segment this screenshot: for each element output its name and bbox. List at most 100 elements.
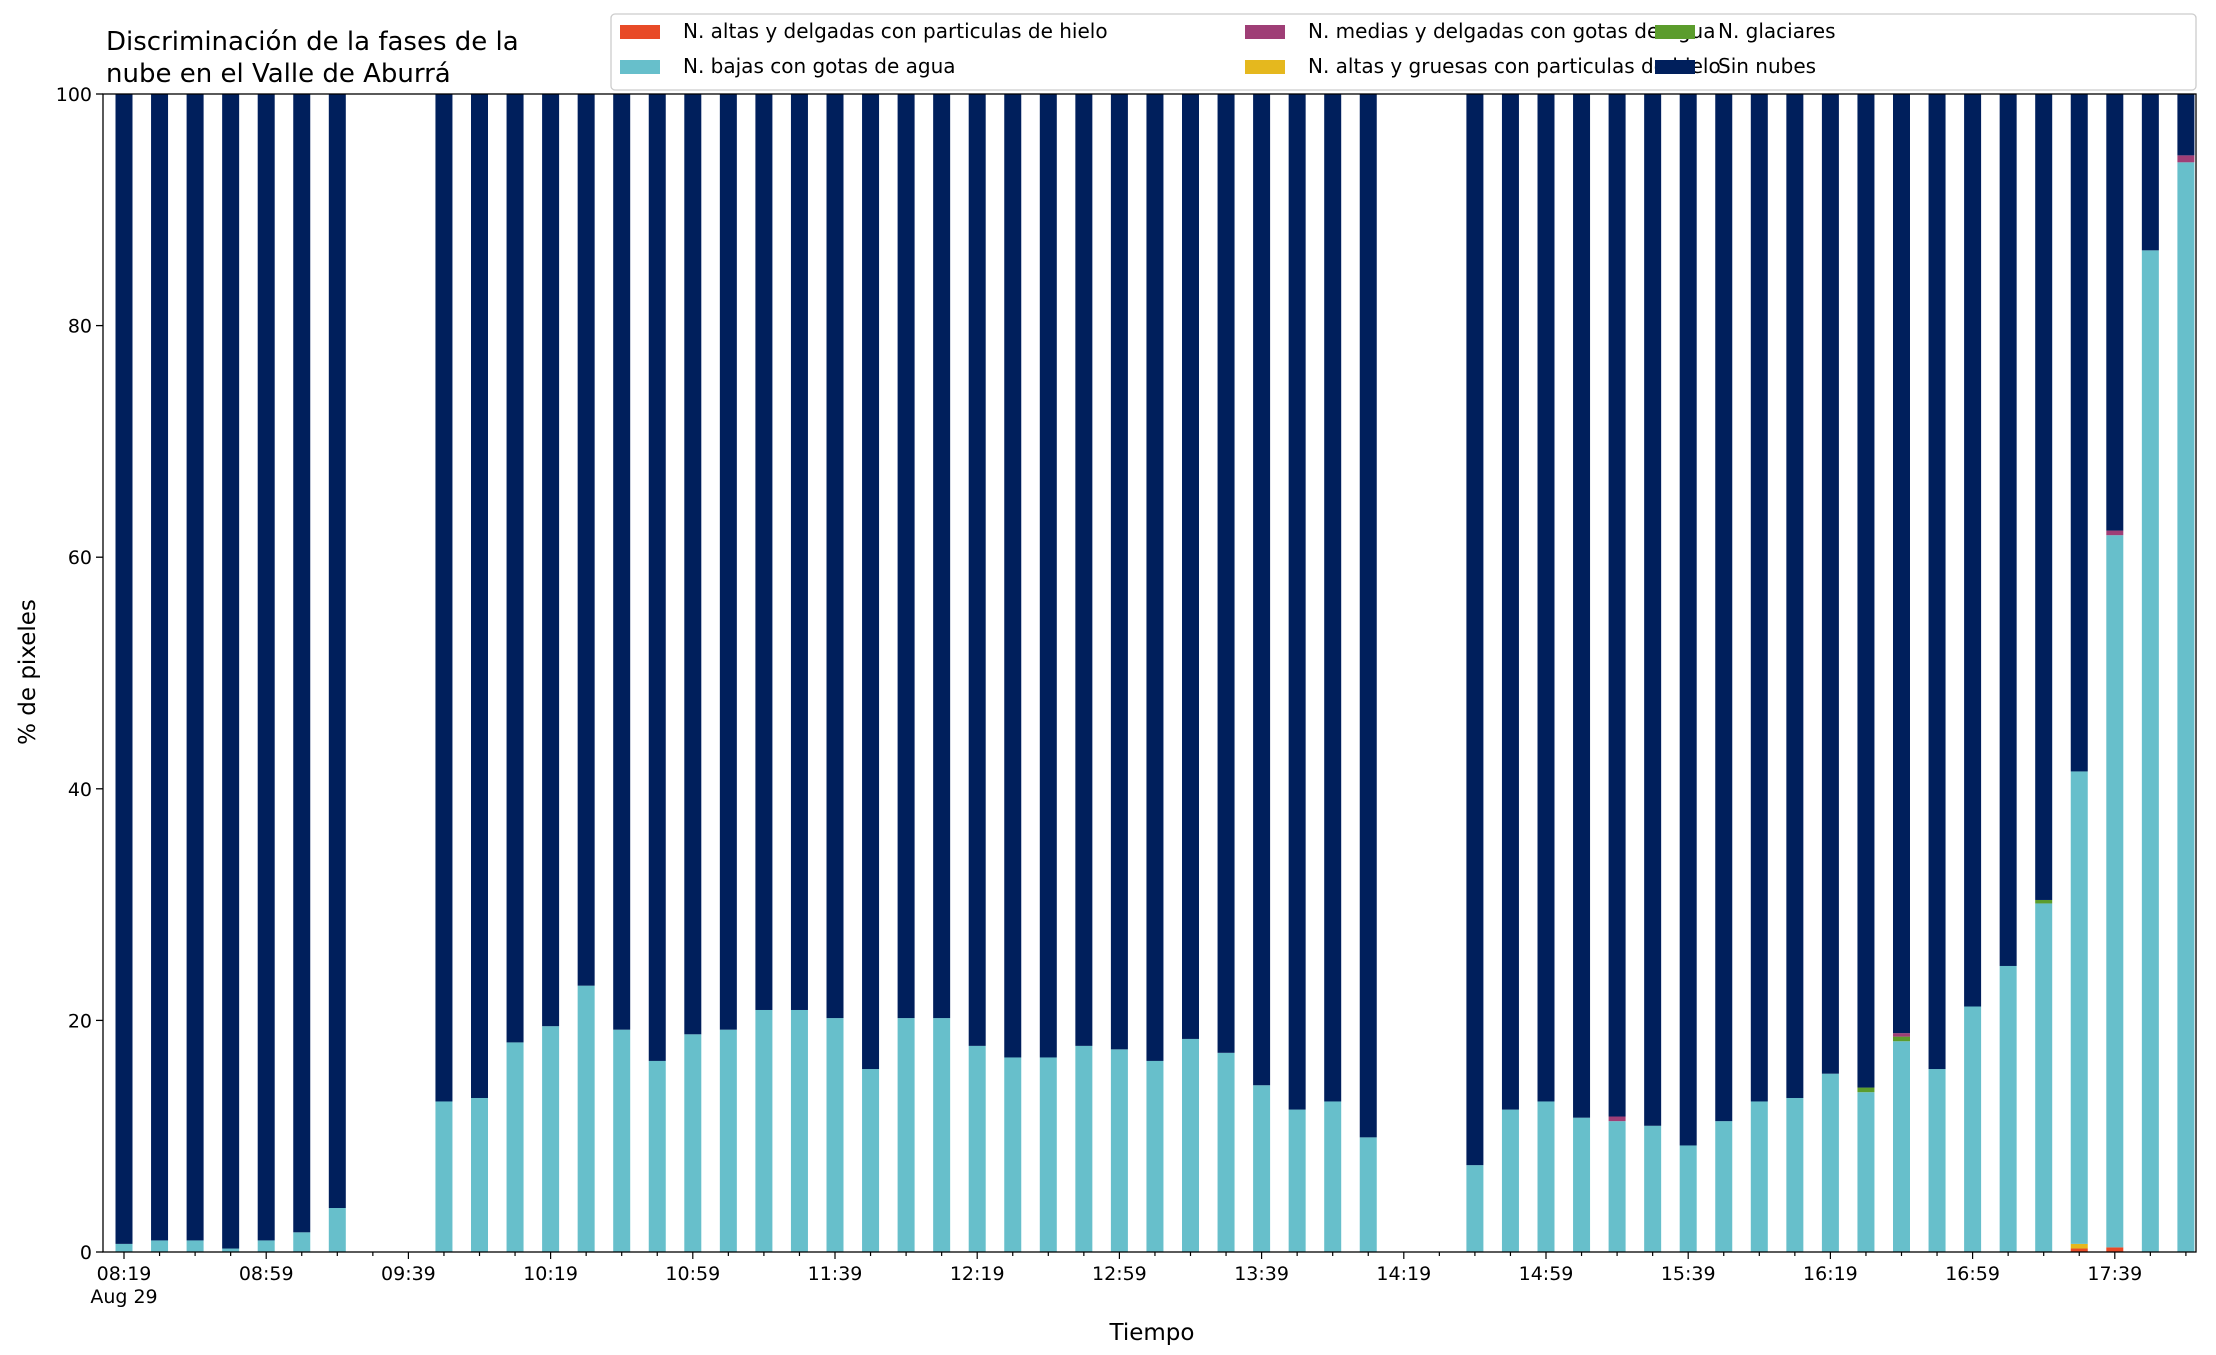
- x-tick-label-2: 09:39: [381, 1263, 436, 1285]
- bar-segment-4-series-5: [257, 94, 275, 1241]
- bar-segment-33-series-5: [1288, 94, 1306, 1110]
- bar-segment-11-series-5: [506, 94, 524, 1043]
- bar-segment-31-series-2: [1217, 1052, 1235, 1252]
- axes: 0 20 40 60 80 100 08:19 08:59 09:39 10:19 10:59 11:…: [56, 84, 2197, 1308]
- bar-segment-43-series-5: [1644, 94, 1662, 1126]
- bar-segment-51-series-5: [1928, 94, 1946, 1070]
- x-tick-label-10: 14:59: [1519, 1263, 1574, 1285]
- bar-segment-22-series-5: [897, 94, 915, 1019]
- bar-segment-10-series-2: [471, 1097, 488, 1252]
- bar-segment-35-series-2: [1359, 1137, 1377, 1252]
- bar-segment-27-series-2: [1075, 1045, 1093, 1252]
- bar-segment-5-series-5: [293, 94, 311, 1233]
- bar-segment-39-series-5: [1501, 94, 1519, 1110]
- y-tick-label-0: 0: [80, 1242, 92, 1264]
- y-tick-label-5: 100: [56, 84, 92, 106]
- bar-segment-19-series-2: [790, 1009, 808, 1252]
- bar-segment-18-series-2: [755, 1009, 773, 1252]
- bar-segment-44-series-2: [1679, 1145, 1697, 1252]
- bar-segment-50-series-5: [1893, 94, 1910, 1034]
- bar-segment-2-series-5: [186, 94, 204, 1241]
- bar-segment-14-series-2: [613, 1029, 631, 1252]
- bar-segment-53-series-2: [1999, 965, 2017, 1252]
- legend-swatch-0: [620, 25, 660, 39]
- bar-segment-17-series-2: [719, 1029, 737, 1252]
- bar-segment-40-series-5: [1537, 94, 1555, 1102]
- legend-label-4: N. medias y delgadas con gotas de agua: [1308, 19, 1716, 43]
- bar-segment-20-series-5: [826, 94, 844, 1019]
- bar-segment-5-series-2: [293, 1232, 311, 1252]
- bar-segment-19-series-5: [790, 94, 808, 1010]
- bar-segment-10-series-5: [471, 94, 488, 1098]
- legend-swatch-5: [1655, 60, 1695, 74]
- bar-segment-27-series-5: [1075, 94, 1093, 1046]
- legend-label-3: N. glaciares: [1718, 19, 1836, 43]
- bar-segment-25-series-2: [1004, 1057, 1022, 1252]
- x-tick-label-4: 10:59: [665, 1263, 720, 1285]
- bar-segment-54-series-5: [2035, 94, 2053, 900]
- y-tick-label-2: 40: [68, 779, 92, 801]
- bar-segment-3-series-5: [222, 94, 240, 1249]
- x-tick-label-9: 14:19: [1376, 1263, 1431, 1285]
- legend-swatch-4: [1245, 25, 1285, 39]
- bar-segment-15-series-2: [648, 1060, 666, 1252]
- bars: [115, 94, 2195, 1252]
- bar-segment-21-series-2: [862, 1069, 880, 1252]
- bar-segment-46-series-2: [1750, 1101, 1768, 1252]
- bar-segment-30-series-2: [1182, 1038, 1199, 1252]
- x-axis-label: Tiempo: [1109, 1320, 1195, 1346]
- bar-segment-49-series-3: [1857, 1087, 1875, 1093]
- x-tick-label-14: 17:39: [2087, 1263, 2142, 1285]
- bar-segment-23-series-5: [933, 94, 951, 1019]
- x-tick-label-7: 12:59: [1092, 1263, 1147, 1285]
- bar-segment-20-series-2: [826, 1018, 844, 1252]
- bar-segment-56-series-5: [2106, 94, 2124, 531]
- bar-segment-3-series-2: [222, 1248, 240, 1252]
- bar-segment-47-series-2: [1786, 1097, 1804, 1252]
- bar-segment-54-series-2: [2035, 903, 2053, 1252]
- bar-segment-45-series-2: [1715, 1121, 1733, 1252]
- bar-segment-45-series-5: [1715, 94, 1733, 1122]
- chart-title-line-1: Discriminación de la fases de la: [106, 27, 519, 57]
- x-tick-label-12: 16:19: [1803, 1263, 1858, 1285]
- bar-segment-9-series-5: [435, 94, 453, 1102]
- x-tick-label-11: 15:39: [1661, 1263, 1716, 1285]
- bar-segment-58-series-4: [2177, 155, 2195, 163]
- bar-segment-58-series-2: [2177, 162, 2195, 1252]
- bar-segment-15-series-5: [648, 94, 666, 1061]
- bar-segment-42-series-2: [1608, 1121, 1626, 1252]
- bar-segment-44-series-5: [1679, 94, 1697, 1146]
- chart-title-line-2: nube en el Valle de Aburrá: [106, 59, 451, 89]
- bar-segment-50-series-3: [1893, 1036, 1910, 1042]
- bar-segment-43-series-2: [1644, 1125, 1662, 1252]
- bar-segment-49-series-2: [1857, 1092, 1875, 1252]
- bar-segment-41-series-5: [1573, 94, 1591, 1118]
- bar-segment-25-series-5: [1004, 94, 1022, 1058]
- bar-segment-21-series-5: [862, 94, 880, 1070]
- bar-segment-51-series-2: [1928, 1069, 1946, 1252]
- bar-segment-49-series-5: [1857, 94, 1875, 1088]
- bar-segment-56-series-2: [2106, 535, 2124, 1248]
- bar-segment-48-series-2: [1821, 1073, 1839, 1252]
- bar-segment-48-series-5: [1821, 94, 1839, 1074]
- bar-segment-1-series-5: [151, 94, 169, 1241]
- bar-segment-39-series-2: [1501, 1109, 1519, 1252]
- legend-label-2: N. bajas con gotas de agua: [683, 54, 956, 78]
- bar-segment-42-series-4: [1608, 1116, 1626, 1122]
- bar-segment-56-series-0: [2106, 1247, 2124, 1252]
- bar-segment-11-series-2: [506, 1042, 524, 1252]
- bar-segment-28-series-5: [1110, 94, 1128, 1050]
- bar-segment-56-series-4: [2106, 530, 2124, 536]
- bar-segment-57-series-2: [2141, 250, 2159, 1252]
- bar-segment-52-series-2: [1964, 1006, 1982, 1252]
- bar-segment-2-series-2: [186, 1240, 204, 1252]
- bar-segment-16-series-5: [684, 94, 702, 1035]
- bar-segment-55-series-2: [2070, 771, 2088, 1244]
- bar-segment-13-series-2: [577, 985, 595, 1252]
- bar-segment-31-series-5: [1217, 94, 1235, 1053]
- bar-segment-23-series-2: [933, 1018, 951, 1252]
- x-tick-label-1: 08:59: [239, 1263, 294, 1285]
- bar-segment-55-series-5: [2070, 94, 2088, 772]
- bar-segment-16-series-2: [684, 1034, 702, 1252]
